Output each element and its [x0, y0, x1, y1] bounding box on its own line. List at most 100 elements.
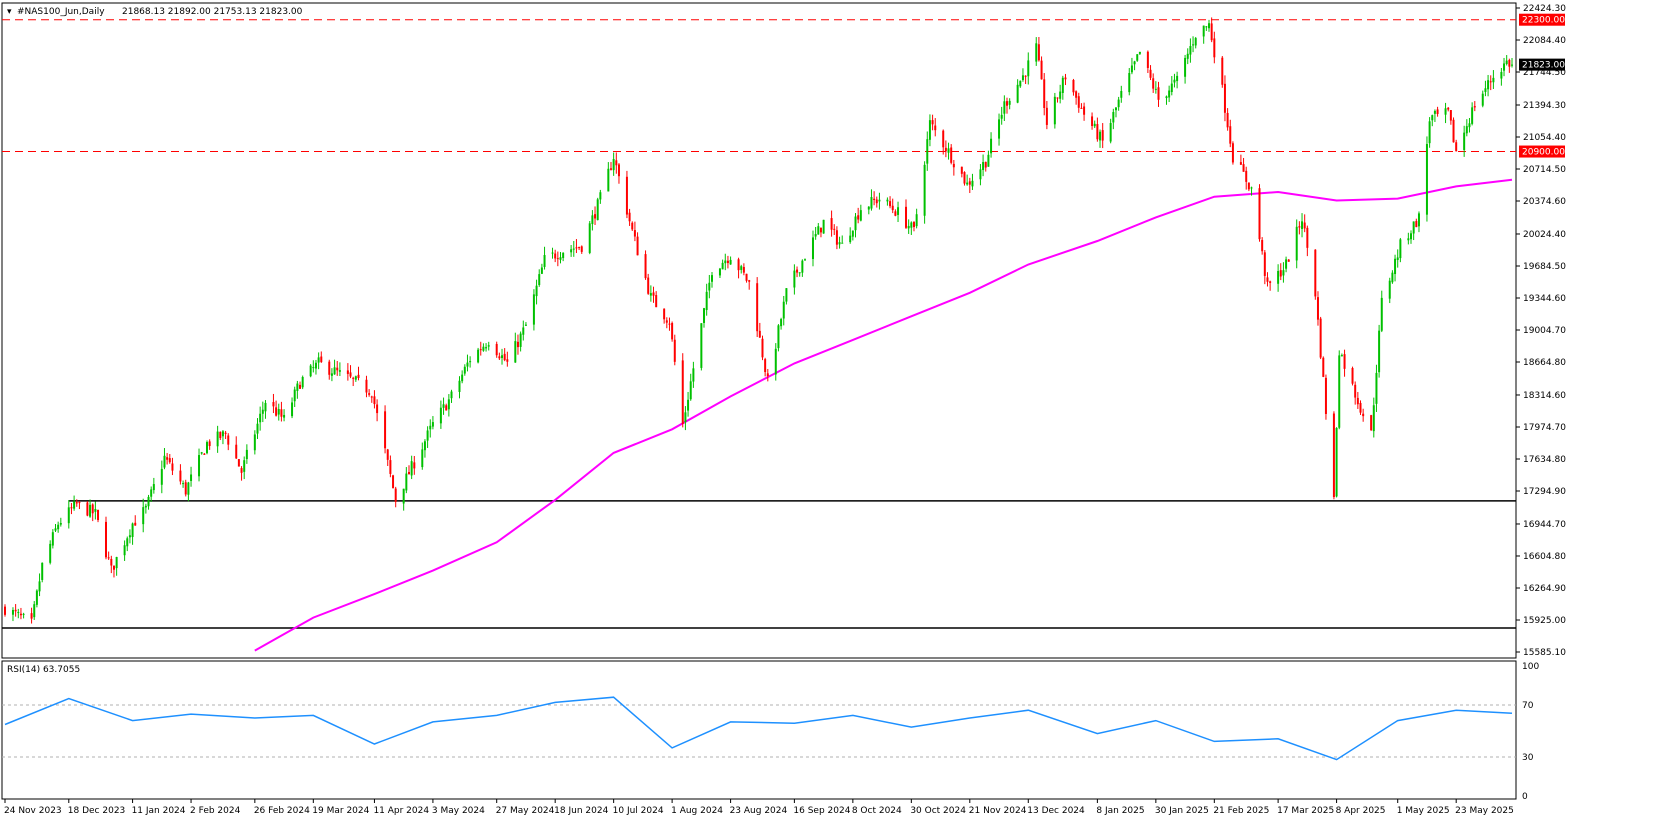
- bull-candle: [1433, 110, 1436, 114]
- horizontal-levels: [2, 19, 1516, 629]
- bear-candle: [1258, 188, 1261, 240]
- bull-candle: [458, 380, 461, 392]
- bull-candle: [1500, 71, 1503, 79]
- candles-layer: [4, 17, 1513, 624]
- bull-candle: [740, 266, 743, 270]
- bull-candle: [910, 222, 913, 228]
- rsi-tick-label: 30: [1522, 753, 1534, 763]
- bull-candle: [971, 180, 974, 187]
- bull-candle: [54, 528, 57, 531]
- bear-candle: [349, 372, 352, 377]
- bull-candle: [878, 199, 881, 202]
- price-tick-label: 17974.70: [1523, 423, 1566, 433]
- bear-candle: [373, 396, 376, 405]
- bull-candle: [721, 262, 724, 270]
- bull-candle: [198, 455, 201, 477]
- bear-candle: [506, 359, 509, 362]
- bear-candle: [1006, 101, 1009, 106]
- bull-candle: [94, 508, 97, 512]
- bear-candle: [1247, 182, 1250, 190]
- bull-candle: [817, 226, 820, 235]
- bear-candle: [968, 181, 971, 185]
- bear-candle: [336, 367, 339, 371]
- bull-candle: [538, 274, 541, 285]
- bull-candle: [421, 449, 424, 468]
- rsi-tick-label: 70: [1522, 701, 1534, 711]
- bear-candle: [498, 356, 501, 359]
- bear-candle: [1080, 107, 1083, 109]
- bear-candle: [905, 206, 908, 228]
- bull-candle: [1130, 65, 1133, 73]
- bull-candle: [426, 430, 429, 441]
- bear-candle: [320, 356, 323, 363]
- bear-candle: [352, 377, 355, 379]
- bear-candle: [663, 308, 666, 320]
- bull-candle: [51, 532, 54, 546]
- price-tick-label: 17294.90: [1523, 487, 1566, 497]
- bull-candle: [1035, 43, 1038, 62]
- bull-candle: [1019, 80, 1022, 87]
- bear-candle: [833, 228, 836, 230]
- bear-candle: [1223, 83, 1226, 113]
- bear-candle: [1157, 87, 1160, 100]
- bull-candle: [17, 612, 20, 614]
- bear-candle: [1287, 259, 1290, 262]
- bear-candle: [1056, 97, 1059, 99]
- bull-candle: [67, 507, 70, 524]
- bull-candle: [482, 346, 485, 351]
- bull-candle: [1136, 54, 1139, 61]
- bull-candle: [1192, 44, 1195, 46]
- time-tick-label: 1 Aug 2024: [671, 806, 723, 816]
- bear-candle: [1306, 227, 1309, 248]
- bull-candle: [1394, 258, 1397, 275]
- bear-candle: [1213, 38, 1216, 58]
- bear-candle: [370, 396, 373, 398]
- bull-candle: [785, 288, 788, 302]
- price-tick-label: 22424.30: [1523, 4, 1566, 14]
- time-tick-label: 11 Apr 2024: [373, 806, 429, 816]
- bull-candle: [559, 257, 562, 260]
- bull-candle: [182, 483, 185, 485]
- bull-candle: [514, 341, 517, 363]
- bull-candle: [1173, 79, 1176, 83]
- bull-candle: [190, 474, 193, 481]
- bear-candle: [1075, 91, 1078, 98]
- bull-candle: [150, 489, 153, 497]
- bull-candle: [612, 159, 615, 171]
- price-tick-label: 16944.70: [1523, 520, 1566, 530]
- bull-candle: [1340, 355, 1343, 357]
- bull-candle: [1053, 96, 1056, 125]
- bull-candle: [849, 235, 852, 243]
- bull-candle: [1189, 46, 1192, 55]
- bear-candle: [237, 459, 240, 467]
- bear-candle: [1231, 143, 1234, 163]
- time-tick-label: 8 Apr 2025: [1336, 806, 1386, 816]
- bull-candle: [296, 383, 299, 391]
- price-tick-label: 16604.80: [1523, 552, 1566, 562]
- support_level-tag-label: 20900.00: [1522, 148, 1565, 158]
- bull-candle: [447, 399, 450, 410]
- bull-candle: [1133, 61, 1136, 65]
- bull-candle: [703, 308, 706, 323]
- bear-candle: [950, 147, 953, 163]
- bull-candle: [1399, 239, 1402, 259]
- bear-candle: [1455, 142, 1458, 152]
- bull-candle: [777, 325, 780, 349]
- price-tick-label: 21054.40: [1523, 133, 1566, 143]
- bear-candle: [764, 359, 767, 373]
- bull-candle: [811, 237, 814, 260]
- price-tick-label: 20714.50: [1523, 165, 1566, 175]
- time-tick-label: 17 Mar 2025: [1277, 806, 1334, 816]
- bear-candle: [376, 404, 379, 414]
- price-tick-label: 19684.50: [1523, 262, 1566, 272]
- rsi-layer: [2, 696, 1516, 761]
- bear-candle: [665, 320, 668, 323]
- bull-candle: [309, 365, 312, 377]
- bull-candle: [1388, 280, 1391, 299]
- bull-candle: [1338, 355, 1341, 428]
- bear-candle: [742, 266, 745, 273]
- bear-candle: [1221, 57, 1224, 85]
- bear-candle: [1226, 112, 1229, 128]
- bear-candle: [78, 502, 81, 504]
